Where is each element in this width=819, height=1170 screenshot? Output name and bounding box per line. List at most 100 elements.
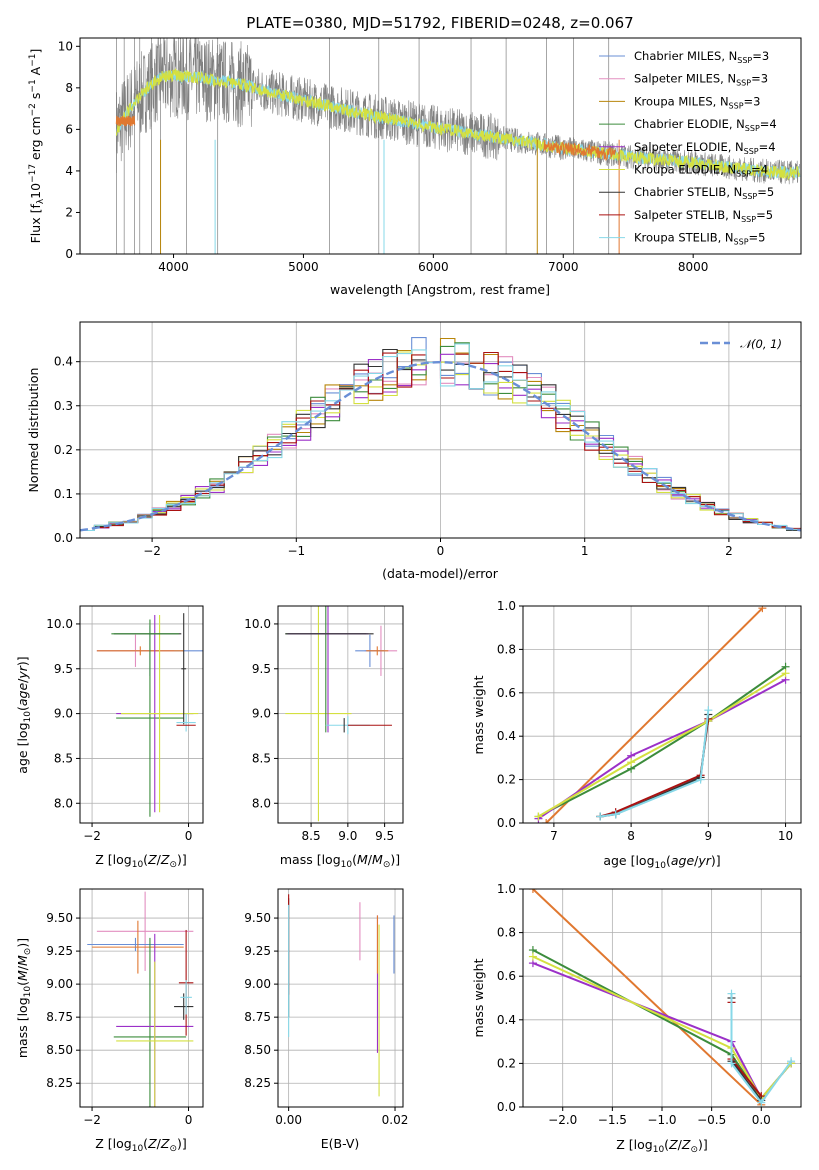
- y-tick-label: 0.8: [497, 642, 516, 656]
- plot-area: [528, 889, 796, 1107]
- x-tick-label: 7: [550, 829, 558, 843]
- legend-label: Chabrier MILES, NSSP=3: [634, 49, 769, 65]
- y-tick-label: 0.6: [497, 969, 516, 983]
- mw-z-ylabel: mass weight: [471, 958, 486, 1037]
- x-tick-label: 1: [581, 544, 589, 558]
- x-tick-label: 8000: [678, 260, 709, 274]
- legend-label: Kroupa ELODIE, NSSP=4: [634, 163, 768, 179]
- legend-label: Salpeter ELODIE, NSSP=4: [634, 140, 776, 156]
- plot-area: [288, 894, 395, 1097]
- legend-label: 𝒩(0, 1): [740, 337, 782, 351]
- y-tick-label: 9.00: [46, 977, 73, 991]
- y-tick-label: 0.0: [497, 1100, 516, 1114]
- model-spectrum-line: [543, 139, 616, 162]
- x-tick-label: 5000: [288, 260, 319, 274]
- mass-weight-line: [600, 710, 710, 818]
- plot-area: [96, 613, 203, 817]
- y-tick-label: 1.0: [497, 599, 516, 613]
- legend-label: Salpeter STELIB, NSSP=5: [634, 208, 773, 224]
- y-tick-label: 0: [65, 247, 73, 261]
- x-tick-label: 10: [778, 829, 793, 843]
- x-tick-label: 2: [725, 544, 733, 558]
- x-tick-label: 9.0: [338, 829, 357, 843]
- ebv-xlabel: E(B-V): [321, 1136, 360, 1151]
- y-tick-label: 8: [65, 81, 73, 95]
- mass-vs-metallicity-panel: −2 0 8.25 8.50 8.75 9.00 9.25 9.50: [46, 888, 204, 1127]
- y-tick-label: 9.50: [244, 911, 271, 925]
- y-tick-label: 8.75: [46, 1010, 73, 1024]
- residual-histogram-panel: −2 −1 0 1 2 0.0 0.1 0.2 0.3 0.4 𝒩(0, 1): [54, 321, 802, 558]
- normal-reference-curve: [80, 360, 801, 532]
- y-tick-label: 0.1: [54, 487, 73, 501]
- y-tick-label: 9.00: [244, 977, 271, 991]
- x-tick-label: 8.5: [302, 829, 321, 843]
- axes-frame: [79, 888, 204, 1108]
- mass-weight-line: [532, 889, 762, 1106]
- axes-frame: [79, 605, 204, 824]
- histogram-step-line: [80, 353, 801, 532]
- x-tick-label: −0.5: [697, 1113, 726, 1127]
- histogram-xlabel: (data-model)/error: [382, 566, 499, 581]
- age-mass-xlabel: mass [log10(M/M⊙)]: [280, 852, 400, 870]
- y-tick-label: 10.0: [46, 617, 73, 631]
- y-tick-label: 0.3: [54, 399, 73, 413]
- x-tick-label: −1: [287, 544, 305, 558]
- model-spectrum-line: [115, 115, 136, 127]
- x-tick-label: −2: [83, 1113, 101, 1127]
- axes-frame: [277, 888, 404, 1108]
- y-tick-label: 0.4: [497, 1013, 516, 1027]
- y-tick-label: 8.25: [244, 1076, 271, 1090]
- y-tick-label: 0.0: [54, 531, 73, 545]
- legend-label: Chabrier STELIB, NSSP=5: [634, 185, 774, 201]
- x-tick-label: 0: [185, 829, 193, 843]
- y-tick-label: 0.4: [497, 729, 516, 743]
- age-z-xlabel: Z [log10(Z/Z⊙)]: [95, 852, 187, 870]
- spectrum-xlabel: wavelength [Angstrom, rest frame]: [330, 282, 550, 297]
- figure-title: PLATE=0380, MJD=51792, FIBERID=0248, z=0…: [246, 14, 633, 32]
- y-tick-label: 0.8: [497, 926, 516, 940]
- y-tick-label: 8.5: [54, 751, 73, 765]
- y-tick-label: 0.2: [497, 773, 516, 787]
- x-tick-label: −2: [143, 544, 161, 558]
- x-tick-label: −1.0: [647, 1113, 676, 1127]
- plot-area: [87, 891, 194, 1107]
- x-tick-label: 0.0: [752, 1113, 771, 1127]
- model-spectrum-line: [115, 68, 801, 181]
- plot-area: [80, 337, 801, 532]
- x-tick-label: 0: [437, 544, 445, 558]
- y-tick-label: 9.0: [54, 707, 73, 721]
- legend-label: Chabrier ELODIE, NSSP=4: [634, 117, 777, 133]
- y-tick-label: 0.2: [497, 1056, 516, 1070]
- plot-area: [285, 606, 398, 822]
- mass-z-xlabel: Z [log10(Z/Z⊙)]: [95, 1136, 187, 1154]
- x-tick-label: 7000: [548, 260, 579, 274]
- y-tick-label: 8.0: [252, 796, 271, 810]
- x-tick-label: 9.5: [375, 829, 394, 843]
- plot-area: [534, 606, 790, 823]
- age-vs-metallicity-panel: −2 0 8.0 8.5 9.0 9.5 10.0: [46, 605, 204, 843]
- y-tick-label: 1.0: [497, 882, 516, 896]
- y-tick-label: 0.4: [54, 355, 73, 369]
- x-tick-label: 0.00: [275, 1113, 302, 1127]
- x-tick-label: −1.5: [598, 1113, 627, 1127]
- x-tick-label: −2.0: [548, 1113, 577, 1127]
- y-tick-label: 9.5: [252, 662, 271, 676]
- histogram-ylabel: Normed distribution: [26, 368, 41, 493]
- y-tick-label: 9.5: [54, 662, 73, 676]
- spectrum-ylabel: Flux [fλ10−17 erg cm−2 s−1 A−1]: [28, 49, 46, 244]
- x-tick-label: 4000: [158, 260, 189, 274]
- x-tick-label: 9: [705, 829, 713, 843]
- x-tick-label: 0.02: [382, 1113, 409, 1127]
- y-tick-label: 8.75: [244, 1010, 271, 1024]
- y-tick-label: 6: [65, 122, 73, 136]
- x-tick-label: 8: [627, 829, 635, 843]
- mass-weight-line: [537, 665, 787, 818]
- mw-age-ylabel: mass weight: [471, 675, 486, 754]
- y-tick-label: 0.6: [497, 686, 516, 700]
- age-z-ylabel: age [log10(age/yr)]: [15, 656, 33, 773]
- spectrum-panel: 4000 5000 6000 7000 8000 0 2 4 6 8 10 Chabrier MILE…: [58, 37, 802, 274]
- observed-spectrum-line: [116, 38, 800, 185]
- age-vs-mass-panel: 8.5 9.0 9.5 8.0 8.5 9.0 9.5 10.0: [244, 605, 404, 843]
- y-tick-label: 10: [58, 39, 73, 53]
